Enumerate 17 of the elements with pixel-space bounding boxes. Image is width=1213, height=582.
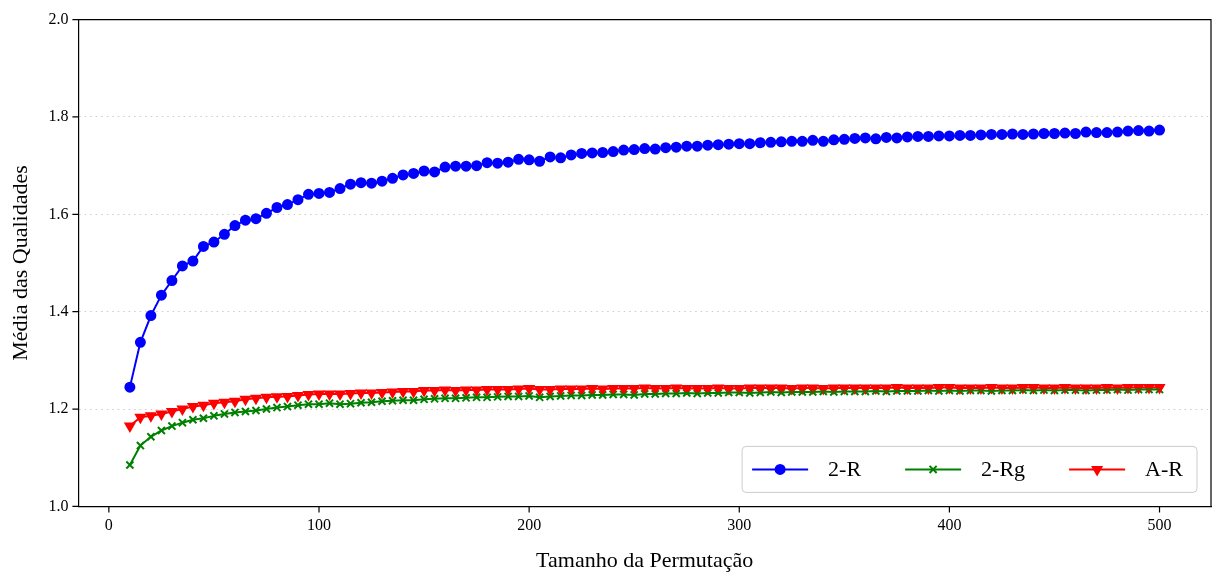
x-tick-label: 500 [1147,516,1172,534]
y-tick-label: 1.6 [48,204,69,222]
x-tick-label: 0 [104,516,113,534]
x-tick-label: 300 [727,516,752,534]
y-tick-label: 1.2 [48,399,69,417]
y-tick-label: 1.8 [48,107,69,125]
legend-label: 2-Rg [981,456,1026,482]
x-tick-label: 400 [937,516,962,534]
x-tick-label: 200 [517,516,542,534]
x-tick-label: 100 [307,516,331,534]
x-axis-title: Tamanho da Permutação [536,546,754,572]
legend-label: A-R [1145,456,1184,482]
y-tick-label: 1.4 [48,301,69,319]
y-tick-label: 2.0 [48,9,69,27]
y-tick-label: 1.0 [48,496,69,514]
legend-label: 2-R [828,456,862,482]
y-axis-title: Média das Qualidades [6,165,32,361]
